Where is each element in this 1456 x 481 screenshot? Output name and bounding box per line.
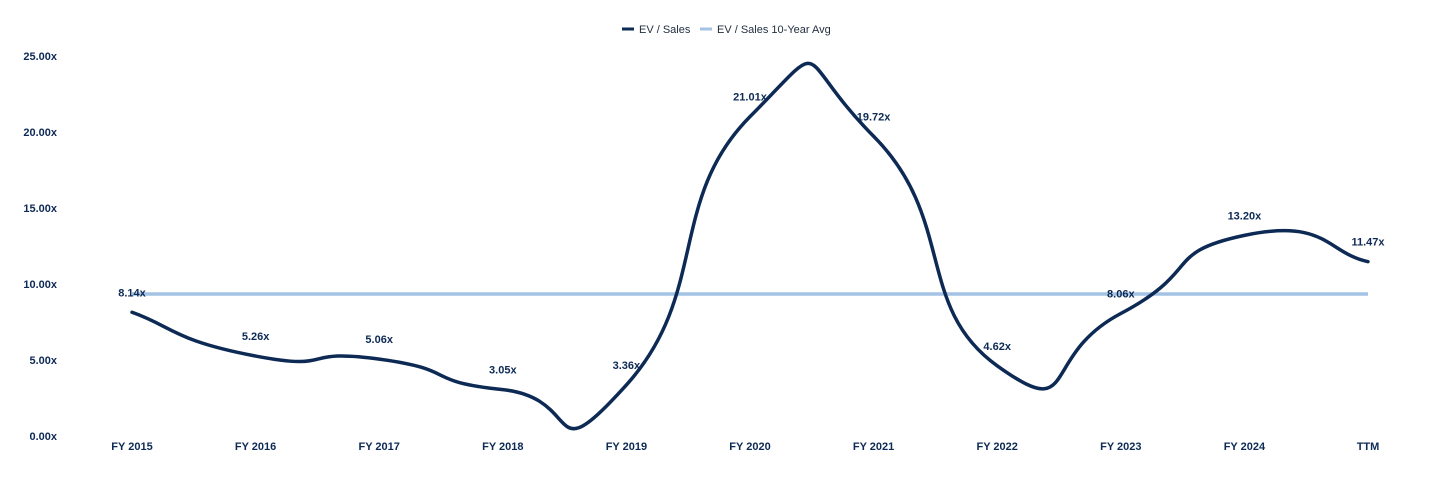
x-tick-label: FY 2019 <box>606 441 647 453</box>
label-layer: 8.14x 5.26x 5.06x 3.05x 3.36x 21.01x 19.72x 4.6… <box>118 92 1385 377</box>
data-label: 8.14x <box>118 287 146 299</box>
ev-sales-line <box>130 61 1370 431</box>
y-tick-label: 25.00x <box>23 51 58 63</box>
legend: EV / Sales EV / Sales 10-Year Avg <box>622 24 831 36</box>
data-label: 13.20x <box>1228 210 1263 222</box>
x-tick-label: FY 2016 <box>235 441 276 453</box>
line-layer <box>130 61 1370 431</box>
legend-item-10-year-avg: EV / Sales 10-Year Avg <box>700 24 831 36</box>
y-tick-label: 15.00x <box>23 203 58 215</box>
y-tick-label: 0.00x <box>29 431 57 443</box>
x-tick-label: TTM <box>1357 441 1380 453</box>
y-tick-label: 5.00x <box>29 355 57 367</box>
legend-item-ev-sales: EV / Sales <box>622 24 691 36</box>
data-label: 3.05x <box>489 365 517 377</box>
legend-label: EV / Sales 10-Year Avg <box>717 24 831 36</box>
legend-label: EV / Sales <box>639 24 691 36</box>
x-tick-label: FY 2021 <box>853 441 894 453</box>
x-tick-label: FY 2020 <box>729 441 770 453</box>
y-tick-label: 20.00x <box>23 127 58 139</box>
x-tick-label: FY 2024 <box>1224 441 1266 453</box>
x-tick-label: FY 2015 <box>111 441 152 453</box>
x-tick-label: FY 2018 <box>482 441 523 453</box>
data-label: 19.72x <box>857 111 892 123</box>
data-label: 3.36x <box>613 360 641 372</box>
data-label: 8.06x <box>1107 288 1135 300</box>
x-axis: FY 2015 FY 2016 FY 2017 FY 2018 FY 2019 FY 20… <box>111 441 1379 453</box>
x-tick-label: FY 2017 <box>359 441 400 453</box>
data-label: 11.47x <box>1351 237 1385 249</box>
x-tick-label: FY 2023 <box>1100 441 1141 453</box>
data-label: 21.01x <box>733 92 768 104</box>
data-label: 4.62x <box>983 341 1011 353</box>
y-tick-label: 10.00x <box>23 279 58 291</box>
data-label: 5.06x <box>365 334 393 346</box>
data-label: 5.26x <box>242 331 270 343</box>
x-tick-label: FY 2022 <box>977 441 1018 453</box>
y-axis: 0.00x 5.00x 10.00x 15.00x 20.00x 25.00x <box>23 51 58 443</box>
